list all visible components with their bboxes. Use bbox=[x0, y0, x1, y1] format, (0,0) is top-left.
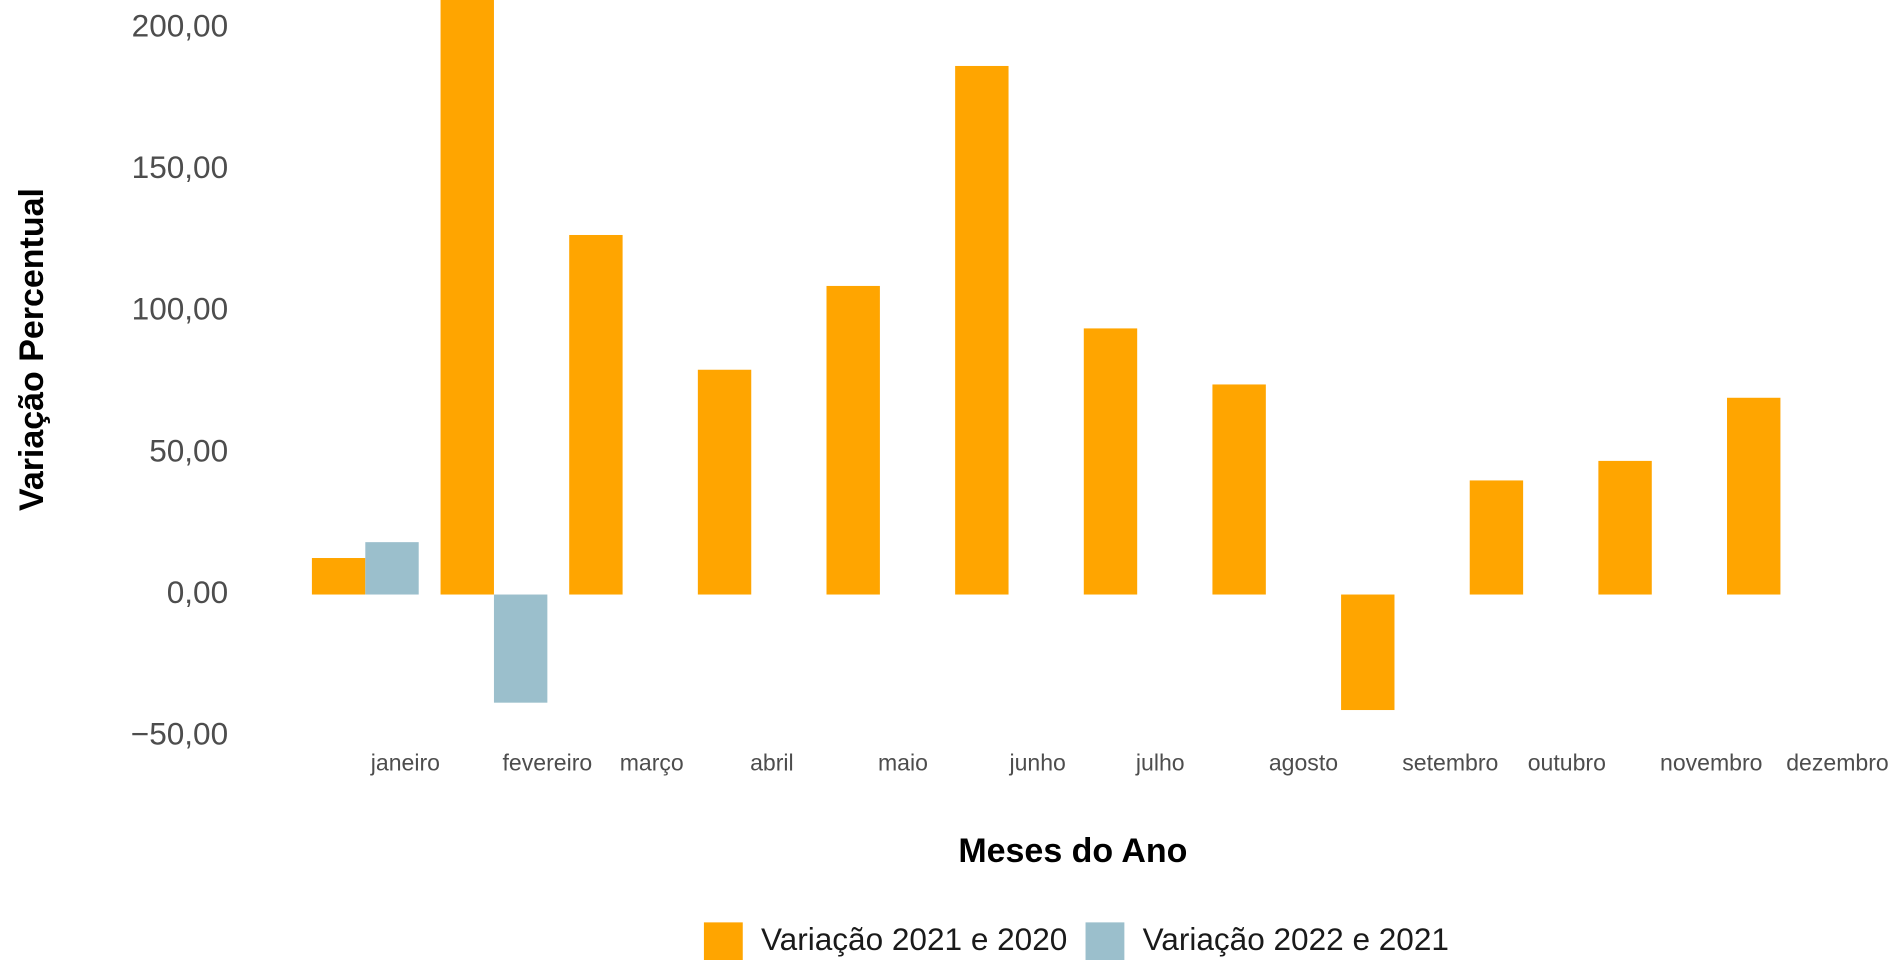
y-axis-title: Variação Percentual bbox=[13, 188, 51, 511]
y-tick-label: 100,00 bbox=[132, 291, 229, 327]
bar bbox=[1212, 384, 1266, 595]
bar bbox=[697, 369, 752, 595]
bar bbox=[826, 285, 880, 595]
x-tick-label: julho bbox=[1135, 750, 1185, 776]
legend-label: Variação 2022 e 2021 bbox=[1143, 921, 1449, 957]
x-tick-label: abril bbox=[750, 750, 794, 776]
x-tick-label: novembro bbox=[1660, 750, 1762, 776]
bar bbox=[1469, 480, 1524, 595]
x-tick-label: setembro bbox=[1402, 750, 1498, 776]
bar bbox=[1341, 594, 1395, 711]
x-tick-label: maio bbox=[878, 750, 928, 776]
y-tick-label: 50,00 bbox=[149, 432, 228, 468]
bar bbox=[955, 65, 1009, 595]
bar bbox=[1727, 397, 1781, 595]
y-tick-label: 0,00 bbox=[167, 574, 228, 610]
bar bbox=[1083, 328, 1138, 595]
bar bbox=[311, 558, 366, 595]
y-tick-label: −50,00 bbox=[131, 715, 228, 751]
bar bbox=[569, 234, 623, 595]
x-tick-label: fevereiro bbox=[503, 750, 593, 776]
x-tick-label: agosto bbox=[1269, 750, 1338, 776]
y-tick-label: 150,00 bbox=[132, 149, 229, 185]
x-tick-label: março bbox=[620, 750, 684, 776]
y-tick-label: 200,00 bbox=[132, 8, 229, 44]
bar bbox=[365, 542, 419, 595]
legend-swatch bbox=[703, 922, 743, 960]
x-axis-title: Meses do Ano bbox=[958, 832, 1187, 870]
bar bbox=[440, 0, 494, 595]
bar bbox=[1598, 460, 1652, 595]
x-tick-label: janeiro bbox=[370, 750, 440, 776]
x-tick-label: dezembro bbox=[1786, 750, 1888, 776]
x-tick-label: junho bbox=[1008, 750, 1065, 776]
x-tick-label: outubro bbox=[1528, 750, 1606, 776]
legend-label: Variação 2021 e 2020 bbox=[761, 921, 1067, 957]
legend-swatch bbox=[1085, 922, 1125, 960]
plot-area bbox=[311, 0, 1781, 711]
bar bbox=[493, 594, 548, 703]
